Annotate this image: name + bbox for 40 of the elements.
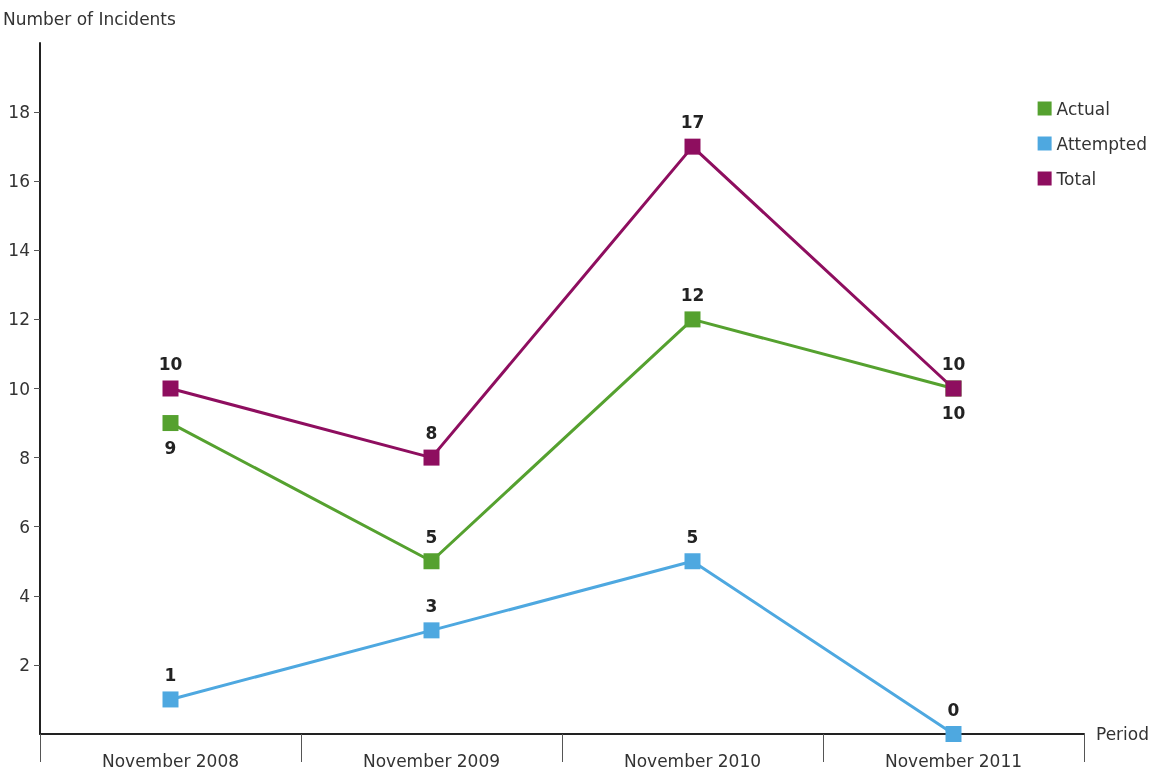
data-label: 10 — [158, 354, 183, 374]
y-tick-label: 16 — [8, 171, 30, 192]
data-label: 9 — [164, 437, 177, 458]
x-tick-label: November 2009 — [362, 750, 501, 771]
data-label: 0 — [947, 699, 960, 720]
data-label: 1 — [164, 664, 177, 685]
point — [162, 415, 179, 432]
x-tick-label: November 2011 — [884, 750, 1023, 771]
y-axis-title: Number of Incidents — [3, 8, 177, 29]
x-tick-label: November 2010 — [623, 750, 762, 771]
point — [162, 691, 179, 708]
y-tick-label: 8 — [19, 447, 30, 468]
legend-label: Total — [1055, 168, 1097, 189]
y-tick-label: 4 — [19, 585, 30, 606]
x-tick-label: November 2008 — [101, 750, 240, 771]
y-tick-label: 14 — [8, 240, 30, 261]
y-tick-label: 2 — [19, 654, 30, 675]
legend-label: Attempted — [1056, 133, 1147, 154]
point — [684, 311, 701, 328]
point — [684, 553, 701, 570]
point — [423, 553, 440, 570]
x-axis-title: Period — [1096, 724, 1150, 744]
y-tick-label: 18 — [8, 102, 30, 123]
legend-label: Actual — [1056, 98, 1110, 119]
data-label: 5 — [425, 526, 438, 547]
data-label: 12 — [680, 284, 705, 305]
y-tick-label: 6 — [19, 516, 30, 537]
data-label: 10 — [941, 354, 966, 374]
y-tick-label: 12 — [8, 309, 30, 330]
data-label: 8 — [425, 423, 438, 444]
y-tick-label: 10 — [8, 378, 30, 399]
point — [945, 726, 962, 742]
data-label: 3 — [425, 595, 438, 616]
point — [423, 622, 440, 639]
point — [684, 138, 701, 155]
data-label: 10 — [941, 403, 966, 423]
data-label: 17 — [680, 112, 705, 133]
data-label: 5 — [686, 526, 699, 547]
point — [162, 380, 179, 397]
point — [423, 449, 440, 466]
